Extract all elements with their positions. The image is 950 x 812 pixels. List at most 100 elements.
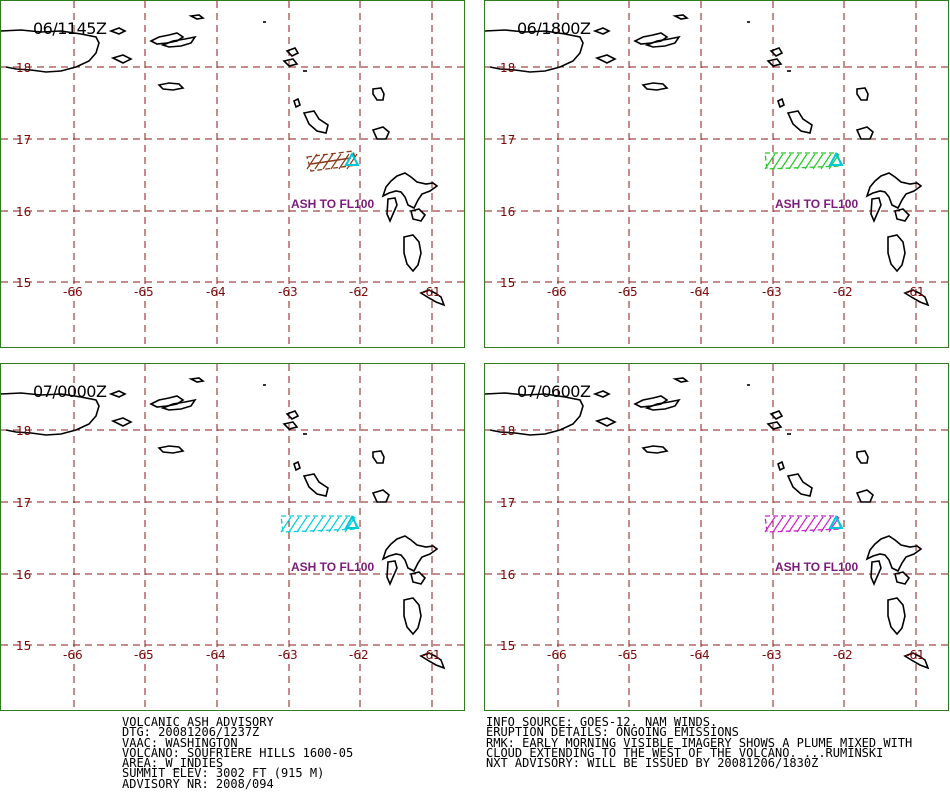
latitude-tick-label: 17 [500,496,515,510]
longitude-tick-label: -65 [618,648,638,662]
longitude-tick-label: -63 [278,648,298,662]
coastline [1,392,100,436]
longitude-tick-label: -61 [421,648,441,662]
coastline [633,395,669,408]
longitude-tick-label: -62 [349,285,369,299]
coastline [188,14,205,20]
coastline [386,560,398,587]
coastline [855,489,874,503]
coastline [110,417,133,427]
coastline [766,421,783,430]
map-panel: ASH TO FL100 -66 -65 -64 -63 -62 -61 18 17 16 15 06… [0,0,465,348]
coastline [282,58,299,67]
coastline [372,87,385,101]
advisory-line: VAAC: WASHINGTON [122,735,238,750]
coastline [381,535,439,573]
forecast-time-title: 06/1145Z [33,19,107,38]
latitude-tick-label: 16 [500,205,515,219]
latitude-tick-label: 15 [500,639,515,653]
longitude-tick-label: -66 [547,285,567,299]
coastline [856,87,869,101]
coastline [633,32,669,45]
longitude-tick-label: -63 [762,648,782,662]
advisory-line: VOLCANO: SOUFRIERE HILLS 1600-05 [122,745,354,760]
map-panel: ASH TO FL100 -66 -65 -64 -63 -62 -61 18 17 16 15 07… [0,363,465,711]
latitude-tick-label: 15 [16,276,31,290]
coastline [160,398,197,411]
longitude-tick-label: -66 [63,285,83,299]
map-canvas: ASH TO FL100 -66 -65 -64 -63 -62 -61 18 17 16 15 [485,1,948,347]
latitude-tick-label: 18 [16,424,31,438]
coastline [110,54,133,64]
coastline [769,410,784,420]
coastline [108,390,127,398]
longitude-tick-label: -63 [762,285,782,299]
coastline [887,597,906,636]
coastline [149,395,185,408]
ash-label: ASH TO FL100 [775,197,858,211]
longitude-tick-label: -62 [833,285,853,299]
coastline [108,27,127,35]
longitude-tick-label: -61 [421,285,441,299]
coastline [485,29,584,73]
ash-label: ASH TO FL100 [291,197,374,211]
latitude-tick-label: 18 [16,61,31,75]
coastline [641,82,669,91]
coastline [894,571,911,585]
longitude-tick-label: -66 [547,648,567,662]
map-canvas: ASH TO FL100 -66 -65 -64 -63 -62 -61 18 17 16 15 [485,364,948,710]
coastline [644,35,681,48]
latitude-tick-label: 16 [500,568,515,582]
map-panel: ASH TO FL100 -66 -65 -64 -63 -62 -61 18 17 16 15 07… [484,363,949,711]
coastline [282,421,299,430]
coastline [870,197,882,224]
longitude-tick-label: -66 [63,648,83,662]
coastline [410,208,427,222]
coastline [293,97,301,109]
longitude-tick-label: -62 [833,648,853,662]
longitude-tick-label: -64 [206,285,226,299]
coastline [381,172,439,210]
coastline [157,445,185,454]
map-canvas: ASH TO FL100 -66 -65 -64 -63 -62 -61 18 17 16 15 [1,1,464,347]
longitude-tick-label: -65 [134,648,154,662]
advisory-line: CLOUD EXTENDING TO THE WEST OF THE VOLCA… [486,745,884,760]
coastline [485,392,584,436]
coastline [419,652,446,670]
advisory-left-text: VOLCANIC ASH ADVISORY DTG: 20081206/1237Z… [122,716,354,791]
coastline [371,126,390,140]
forecast-time-title: 07/0600Z [517,382,591,401]
longitude-tick-label: -62 [349,648,369,662]
advisory-line: INFO SOURCE: GOES-12. NAM WINDS. [486,715,718,729]
coastline [285,410,300,420]
coastline [302,473,329,497]
coastline [188,377,205,383]
coastline [672,377,689,383]
coastline [777,460,785,472]
latitude-tick-label: 17 [16,133,31,147]
latitude-tick-label: 18 [500,61,515,75]
longitude-tick-label: -63 [278,285,298,299]
latitude-tick-label: 16 [16,568,31,582]
volcano-marker-icon [828,151,844,166]
coastline [903,289,930,307]
longitude-tick-label: -61 [905,285,925,299]
advisory-line: ADVISORY NR: 2008/094 [122,776,274,791]
latitude-tick-label: 18 [500,424,515,438]
advisory-right-text: INFO SOURCE: GOES-12. NAM WINDS. ERUPTION… [486,715,912,771]
volcano-marker-icon [344,514,360,529]
ash-plume [764,515,842,533]
coastline [903,652,930,670]
coastline [410,571,427,585]
coastline [887,234,906,273]
longitude-tick-label: -65 [134,285,154,299]
volcano-marker-icon [344,151,360,166]
coastline [641,445,669,454]
coastline [594,54,617,64]
advisory-line: NXT ADVISORY: WILL BE ISSUED BY 20081206… [486,756,819,771]
coastline [1,29,100,73]
ash-plume [764,152,842,170]
coastline [403,234,422,273]
longitude-tick-label: -61 [905,648,925,662]
coastline [856,450,869,464]
